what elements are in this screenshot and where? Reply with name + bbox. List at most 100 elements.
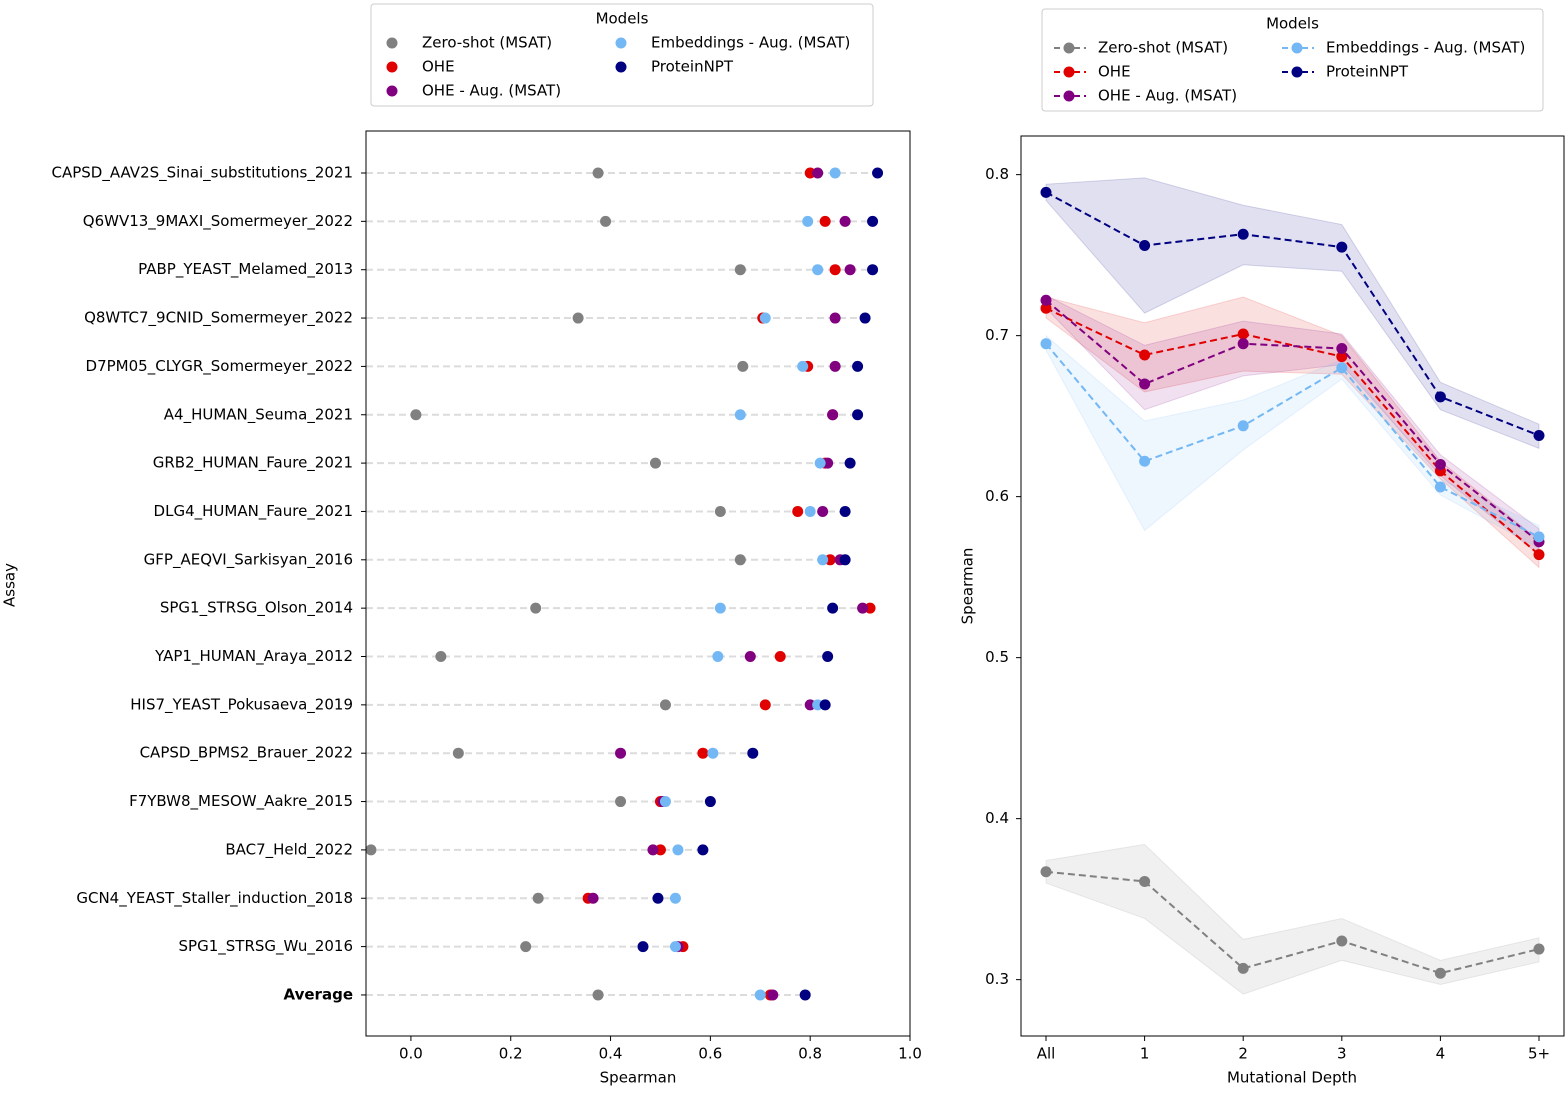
point <box>1533 531 1545 543</box>
dot <box>844 264 856 276</box>
point <box>1434 458 1446 470</box>
dot <box>652 892 664 904</box>
legend-marker <box>1063 66 1075 78</box>
x-tick-label: 0.0 <box>399 1045 423 1063</box>
legend-marker <box>1063 42 1075 54</box>
point <box>1139 455 1151 467</box>
point <box>1237 228 1249 240</box>
point <box>1336 935 1348 947</box>
legend-title: Models <box>1266 15 1319 33</box>
y-tick-label: SPG1_STRSG_Olson_2014 <box>160 599 353 618</box>
y-tick-label: SPG1_STRSG_Wu_2016 <box>179 937 353 956</box>
dot <box>797 360 809 372</box>
dot <box>827 409 839 421</box>
dot <box>532 892 544 904</box>
legend-label: ProteinNPT <box>651 58 734 76</box>
point <box>1040 866 1052 878</box>
legend-marker <box>615 61 627 73</box>
x-tick-label: 1 <box>1140 1045 1150 1063</box>
dot <box>774 651 786 662</box>
point <box>1533 943 1545 955</box>
series-line <box>1045 870 1540 975</box>
y-tick-label: GFP_AEQVI_Sarkisyan_2016 <box>144 550 353 569</box>
point <box>1237 962 1249 974</box>
legend-label: Zero-shot (MSAT) <box>422 34 552 52</box>
dot <box>759 699 771 711</box>
error-band <box>1045 843 1540 995</box>
legend-box <box>1041 8 1544 112</box>
dot <box>867 264 879 276</box>
dot <box>802 215 814 227</box>
dot <box>747 747 759 759</box>
dot <box>592 989 604 1001</box>
point <box>1434 967 1446 979</box>
y-tick-label: DLG4_HUMAN_Faure_2021 <box>154 502 353 521</box>
legend-marker <box>1291 66 1303 78</box>
x-tick-label: 0.2 <box>499 1045 523 1063</box>
dot <box>817 554 829 566</box>
dot <box>647 844 659 856</box>
error-band <box>1045 296 1540 569</box>
dot <box>827 602 839 614</box>
dot <box>659 699 671 711</box>
point <box>1237 328 1249 340</box>
legend-marker <box>615 37 627 49</box>
dot <box>857 602 869 614</box>
dot <box>767 989 779 1001</box>
dot <box>615 747 627 759</box>
dot <box>712 651 724 662</box>
point <box>1139 349 1151 361</box>
x-axis-label: Mutational Depth <box>1227 1069 1357 1087</box>
point <box>1336 351 1348 363</box>
dot <box>859 312 871 324</box>
x-tick-label: 5+ <box>1528 1045 1550 1063</box>
x-tick-label: All <box>1037 1045 1056 1063</box>
y-tick-label: BAC7_Held_2022 <box>225 840 353 859</box>
dot <box>819 699 831 711</box>
dot <box>737 360 749 372</box>
dot <box>410 409 422 421</box>
dot <box>452 747 464 759</box>
error-band <box>1045 334 1540 550</box>
dot <box>714 505 726 517</box>
dot <box>799 989 811 1001</box>
point <box>1533 549 1545 561</box>
dot <box>714 602 726 614</box>
error-band <box>1045 177 1540 450</box>
dot <box>697 747 709 759</box>
dot <box>829 167 841 179</box>
legend-marker <box>1063 90 1075 102</box>
dot <box>600 215 612 227</box>
dot <box>592 167 604 179</box>
dot <box>744 651 756 662</box>
point <box>1434 391 1446 403</box>
dot <box>852 360 864 372</box>
point <box>1040 338 1052 350</box>
y-tick-label: Average <box>284 985 353 1003</box>
legend-marker <box>386 85 398 97</box>
dot <box>839 505 851 517</box>
y-tick-label: 0.5 <box>985 648 1009 666</box>
y-tick-label: HIS7_YEAST_Pokusaeva_2019 <box>130 695 353 714</box>
dot <box>819 215 831 227</box>
point <box>1336 343 1348 355</box>
dot <box>804 505 816 517</box>
dot <box>435 651 447 662</box>
legend-title: Models <box>596 10 649 28</box>
dot <box>839 215 851 227</box>
dot <box>587 892 599 904</box>
dot <box>615 796 627 808</box>
dot <box>817 505 829 517</box>
plot-frame <box>1020 135 1565 1037</box>
dot <box>829 360 841 372</box>
point <box>1040 294 1052 306</box>
dot <box>852 409 864 421</box>
y-tick-label: 0.6 <box>985 487 1009 505</box>
y-tick-label: A4_HUMAN_Seuma_2021 <box>164 405 353 424</box>
y-tick-label: CAPSD_AAV2S_Sinai_substitutions_2021 <box>51 164 353 183</box>
x-tick-label: 4 <box>1436 1045 1446 1063</box>
dot <box>669 941 681 953</box>
legend-marker <box>386 61 398 73</box>
